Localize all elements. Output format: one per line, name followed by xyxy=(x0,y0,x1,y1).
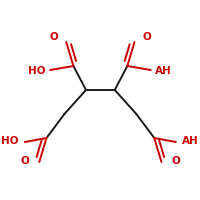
Text: O: O xyxy=(49,32,58,42)
Text: AH: AH xyxy=(155,66,172,76)
Text: AH: AH xyxy=(182,136,199,146)
Text: O: O xyxy=(171,156,180,166)
Text: HO: HO xyxy=(28,66,46,76)
Text: O: O xyxy=(143,32,151,42)
Text: HO: HO xyxy=(1,136,19,146)
Text: O: O xyxy=(21,156,29,166)
